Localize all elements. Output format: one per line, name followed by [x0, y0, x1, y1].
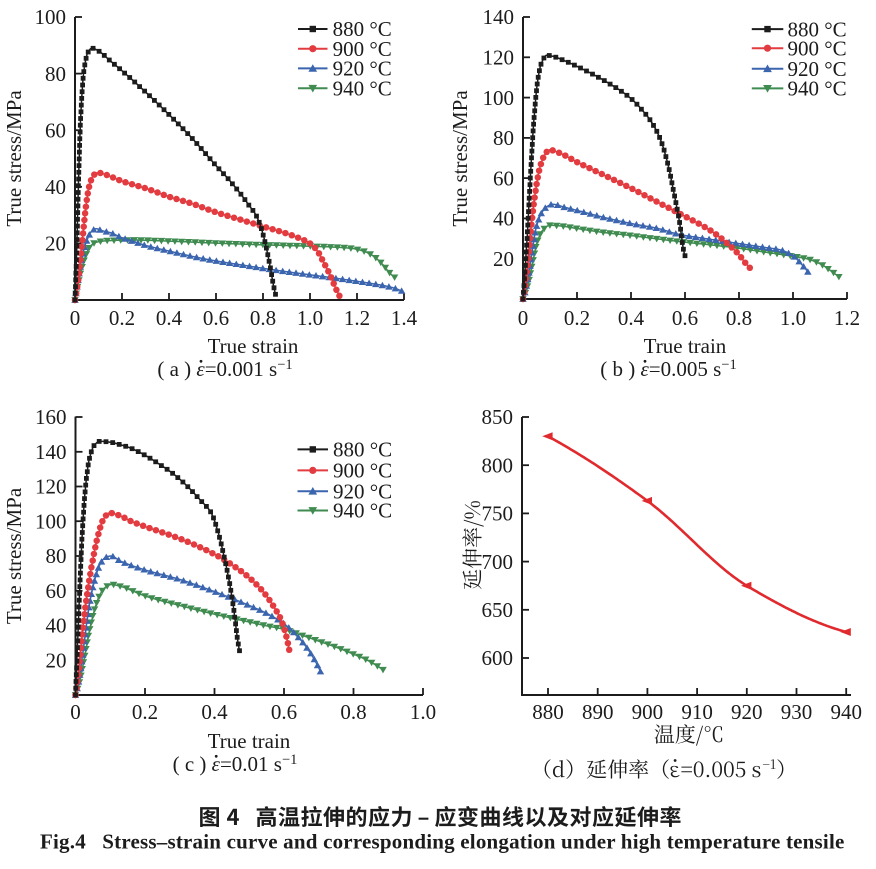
- svg-text:890: 890: [582, 700, 614, 724]
- svg-text:20: 20: [46, 649, 67, 673]
- svg-text:940: 940: [830, 700, 862, 724]
- svg-text:700: 700: [482, 550, 514, 574]
- svg-text:940 °C: 940 °C: [333, 499, 392, 523]
- svg-text:120: 120: [483, 46, 515, 70]
- svg-text:940 °C: 940 °C: [333, 77, 392, 101]
- svg-text:80: 80: [46, 544, 67, 568]
- svg-text:0.4: 0.4: [201, 700, 228, 724]
- svg-text:40: 40: [45, 175, 66, 199]
- svg-text:0.4: 0.4: [156, 306, 183, 330]
- svg-text:910: 910: [681, 700, 713, 724]
- svg-text:940 °C: 940 °C: [788, 77, 847, 101]
- svg-text:60: 60: [46, 579, 67, 603]
- svg-text:40: 40: [493, 207, 514, 231]
- svg-text:0.6: 0.6: [271, 700, 297, 724]
- svg-text:120: 120: [35, 475, 67, 499]
- svg-text:20: 20: [45, 232, 66, 256]
- svg-text:0.2: 0.2: [132, 700, 158, 724]
- svg-text:600: 600: [482, 646, 514, 670]
- svg-text:True stress/MPa: True stress/MPa: [448, 90, 472, 227]
- svg-text:140: 140: [35, 440, 67, 464]
- svg-text:( b ) ε=0.005 s−1: ( b ) ε=0.005 s−1: [600, 357, 736, 381]
- svg-text:850: 850: [482, 405, 514, 429]
- svg-text:0: 0: [70, 306, 81, 330]
- svg-text:True stress/MPa: True stress/MPa: [2, 90, 26, 227]
- svg-text:900 °C: 900 °C: [788, 36, 847, 60]
- svg-text:100: 100: [35, 5, 67, 29]
- svg-text:0.4: 0.4: [618, 306, 645, 330]
- svg-text:900 °C: 900 °C: [333, 37, 392, 61]
- svg-text:Fig.4 Stress–strain curve an: Fig.4 Stress–strain curve and correspond…: [40, 830, 845, 854]
- svg-text:920 °C: 920 °C: [333, 57, 392, 81]
- svg-text:1.2: 1.2: [834, 306, 860, 330]
- svg-text:900 °C: 900 °C: [333, 459, 392, 483]
- svg-text:880 °C: 880 °C: [333, 17, 392, 41]
- svg-text:920 °C: 920 °C: [788, 57, 847, 81]
- svg-text:60: 60: [45, 118, 66, 142]
- svg-text:0.2: 0.2: [564, 306, 590, 330]
- svg-text:0: 0: [518, 306, 529, 330]
- svg-text:True strain: True strain: [208, 334, 299, 358]
- svg-text:0.8: 0.8: [340, 700, 366, 724]
- svg-text:800: 800: [482, 453, 514, 477]
- svg-text:True train: True train: [644, 334, 727, 358]
- svg-text:80: 80: [45, 62, 66, 86]
- svg-text:( a ) ε=0.001 s−1: ( a ) ε=0.001 s−1: [157, 357, 292, 381]
- svg-text:1.0: 1.0: [297, 306, 323, 330]
- svg-text:80: 80: [493, 126, 514, 150]
- svg-text:1.2: 1.2: [344, 306, 370, 330]
- svg-text:0: 0: [70, 700, 81, 724]
- svg-text:1.4: 1.4: [391, 306, 418, 330]
- svg-text:0.6: 0.6: [672, 306, 698, 330]
- svg-text:650: 650: [482, 598, 514, 622]
- svg-text:140: 140: [483, 5, 515, 29]
- svg-text:40: 40: [46, 614, 67, 638]
- svg-text:0.6: 0.6: [203, 306, 229, 330]
- svg-text:100: 100: [35, 510, 67, 534]
- svg-text:20: 20: [493, 247, 514, 271]
- svg-text:930: 930: [781, 700, 813, 724]
- svg-text:0.2: 0.2: [109, 306, 135, 330]
- svg-text:900: 900: [632, 700, 664, 724]
- svg-text:160: 160: [35, 405, 67, 429]
- svg-text:880 °C: 880 °C: [333, 438, 392, 462]
- svg-text:920: 920: [731, 700, 763, 724]
- svg-text:60: 60: [493, 166, 514, 190]
- svg-text:750: 750: [482, 502, 514, 526]
- svg-text:1.0: 1.0: [410, 700, 436, 724]
- svg-text:920 °C: 920 °C: [333, 479, 392, 503]
- svg-text:True train: True train: [208, 729, 291, 753]
- svg-text:0.8: 0.8: [726, 306, 752, 330]
- svg-text:True stress/MPa: True stress/MPa: [2, 487, 26, 624]
- svg-text:( c ) ε=0.01 s−1: ( c ) ε=0.01 s−1: [173, 752, 298, 776]
- svg-text:0.8: 0.8: [250, 306, 276, 330]
- svg-text:880: 880: [532, 700, 564, 724]
- svg-text:880 °C: 880 °C: [788, 17, 847, 41]
- svg-text:1.0: 1.0: [780, 306, 806, 330]
- svg-text:100: 100: [483, 86, 515, 110]
